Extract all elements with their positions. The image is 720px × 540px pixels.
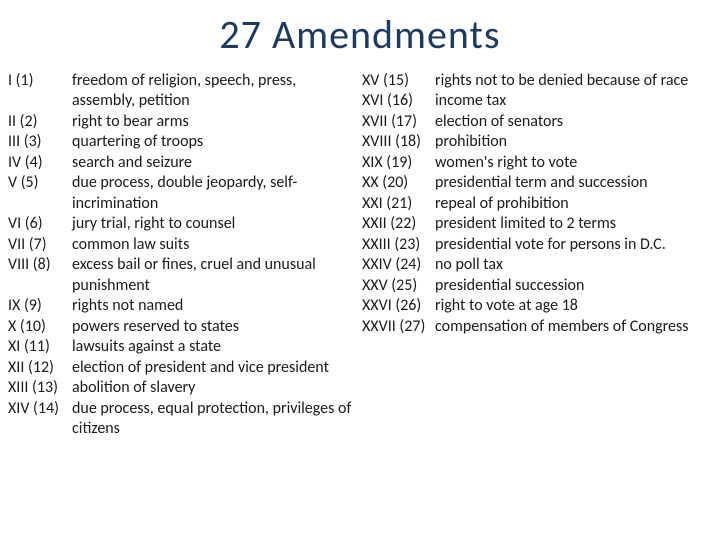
amendment-number: XXI (21) bbox=[362, 194, 435, 214]
list-item: VI (6)jury trial, right to counsel bbox=[8, 214, 358, 234]
amendment-desc: freedom of religion, speech, press, asse… bbox=[72, 71, 358, 112]
amendment-desc: rights not named bbox=[72, 296, 358, 316]
list-item: X (10)powers reserved to states bbox=[8, 317, 358, 337]
amendment-desc: powers reserved to states bbox=[72, 317, 358, 337]
amendment-number: X (10) bbox=[8, 317, 72, 337]
list-item: XXV (25)presidential succession bbox=[362, 276, 712, 296]
amendment-desc: election of president and vice president bbox=[72, 358, 358, 378]
amendment-desc: compensation of members of Congress bbox=[435, 317, 712, 337]
amendment-number: XXIV (24) bbox=[362, 255, 435, 275]
amendment-desc: income tax bbox=[435, 91, 712, 111]
amendment-desc: common law suits bbox=[72, 235, 358, 255]
amendment-desc: no poll tax bbox=[435, 255, 712, 275]
amendment-number: XIX (19) bbox=[362, 153, 435, 173]
list-item: XVI (16)income tax bbox=[362, 91, 712, 111]
amendment-desc: quartering of troops bbox=[72, 132, 358, 152]
amendment-number: V (5) bbox=[8, 173, 72, 193]
list-item: XIX (19)women's right to vote bbox=[362, 153, 712, 173]
amendment-number: IX (9) bbox=[8, 296, 72, 316]
amendment-number: XXVII (27) bbox=[362, 317, 435, 337]
amendment-desc: president limited to 2 terms bbox=[435, 214, 712, 234]
amendment-number: II (2) bbox=[8, 112, 72, 132]
list-item: XXVII (27)compensation of members of Con… bbox=[362, 317, 712, 337]
list-item: VII (7)common law suits bbox=[8, 235, 358, 255]
amendment-number: XV (15) bbox=[362, 71, 435, 91]
amendment-desc: presidential succession bbox=[435, 276, 712, 296]
amendment-number: XX (20) bbox=[362, 173, 435, 193]
list-item: IV (4)search and seizure bbox=[8, 153, 358, 173]
amendment-desc: jury trial, right to counsel bbox=[72, 214, 358, 234]
list-item: XXIV (24)no poll tax bbox=[362, 255, 712, 275]
amendment-desc: right to vote at age 18 bbox=[435, 296, 712, 316]
amendment-number: XIV (14) bbox=[8, 399, 72, 419]
amendment-number: IV (4) bbox=[8, 153, 72, 173]
amendment-number: XXV (25) bbox=[362, 276, 435, 296]
list-item: XXIII (23)presidential vote for persons … bbox=[362, 235, 712, 255]
amendment-desc: repeal of prohibition bbox=[435, 194, 712, 214]
list-item: XI (11)lawsuits against a state bbox=[8, 337, 358, 357]
amendment-number: XVII (17) bbox=[362, 112, 435, 132]
amendment-number: XVI (16) bbox=[362, 91, 435, 111]
amendment-number: XVIII (18) bbox=[362, 132, 435, 152]
amendment-number: III (3) bbox=[8, 132, 72, 152]
amendment-desc: presidential vote for persons in D.C. bbox=[435, 235, 712, 255]
amendment-number: XI (11) bbox=[8, 337, 72, 357]
list-item: XXI (21)repeal of prohibition bbox=[362, 194, 712, 214]
amendment-desc: women's right to vote bbox=[435, 153, 712, 173]
list-item: XIV (14)due process, equal protection, p… bbox=[8, 399, 358, 440]
list-item: XVII (17)election of senators bbox=[362, 112, 712, 132]
list-item: III (3)quartering of troops bbox=[8, 132, 358, 152]
amendment-number: VI (6) bbox=[8, 214, 72, 234]
list-item: I (1)freedom of religion, speech, press,… bbox=[8, 71, 358, 112]
list-item: XXII (22)president limited to 2 terms bbox=[362, 214, 712, 234]
slide: 27 Amendments I (1)freedom of religion, … bbox=[0, 0, 720, 540]
list-item: XVIII (18)prohibition bbox=[362, 132, 712, 152]
amendment-desc: right to bear arms bbox=[72, 112, 358, 132]
columns: I (1)freedom of religion, speech, press,… bbox=[0, 59, 720, 439]
slide-title: 27 Amendments bbox=[0, 0, 720, 59]
amendment-desc: election of senators bbox=[435, 112, 712, 132]
amendment-number: VIII (8) bbox=[8, 255, 72, 275]
amendment-desc: presidential term and succession bbox=[435, 173, 712, 193]
amendment-desc: due process, equal protection, privilege… bbox=[72, 399, 358, 440]
amendment-number: XXVI (26) bbox=[362, 296, 435, 316]
list-item: V (5)due process, double jeopardy, self-… bbox=[8, 173, 358, 214]
list-item: XII (12)election of president and vice p… bbox=[8, 358, 358, 378]
amendment-desc: due process, double jeopardy, self-incri… bbox=[72, 173, 358, 214]
amendment-number: VII (7) bbox=[8, 235, 72, 255]
amendment-desc: lawsuits against a state bbox=[72, 337, 358, 357]
left-column: I (1)freedom of religion, speech, press,… bbox=[8, 71, 358, 439]
amendment-number: I (1) bbox=[8, 71, 72, 91]
amendment-desc: abolition of slavery bbox=[72, 378, 358, 398]
list-item: XV (15)rights not to be denied because o… bbox=[362, 71, 712, 91]
amendment-desc: search and seizure bbox=[72, 153, 358, 173]
amendment-number: XIII (13) bbox=[8, 378, 72, 398]
amendment-number: XXII (22) bbox=[362, 214, 435, 234]
right-column: XV (15)rights not to be denied because o… bbox=[362, 71, 712, 439]
list-item: II (2)right to bear arms bbox=[8, 112, 358, 132]
amendment-desc: rights not to be denied because of race bbox=[435, 71, 712, 91]
list-item: IX (9)rights not named bbox=[8, 296, 358, 316]
list-item: VIII (8)excess bail or fines, cruel and … bbox=[8, 255, 358, 296]
amendment-number: XXIII (23) bbox=[362, 235, 435, 255]
list-item: XIII (13)abolition of slavery bbox=[8, 378, 358, 398]
amendment-number: XII (12) bbox=[8, 358, 72, 378]
amendment-desc: excess bail or fines, cruel and unusual … bbox=[72, 255, 358, 296]
list-item: XX (20)presidential term and succession bbox=[362, 173, 712, 193]
amendment-desc: prohibition bbox=[435, 132, 712, 152]
list-item: XXVI (26)right to vote at age 18 bbox=[362, 296, 712, 316]
